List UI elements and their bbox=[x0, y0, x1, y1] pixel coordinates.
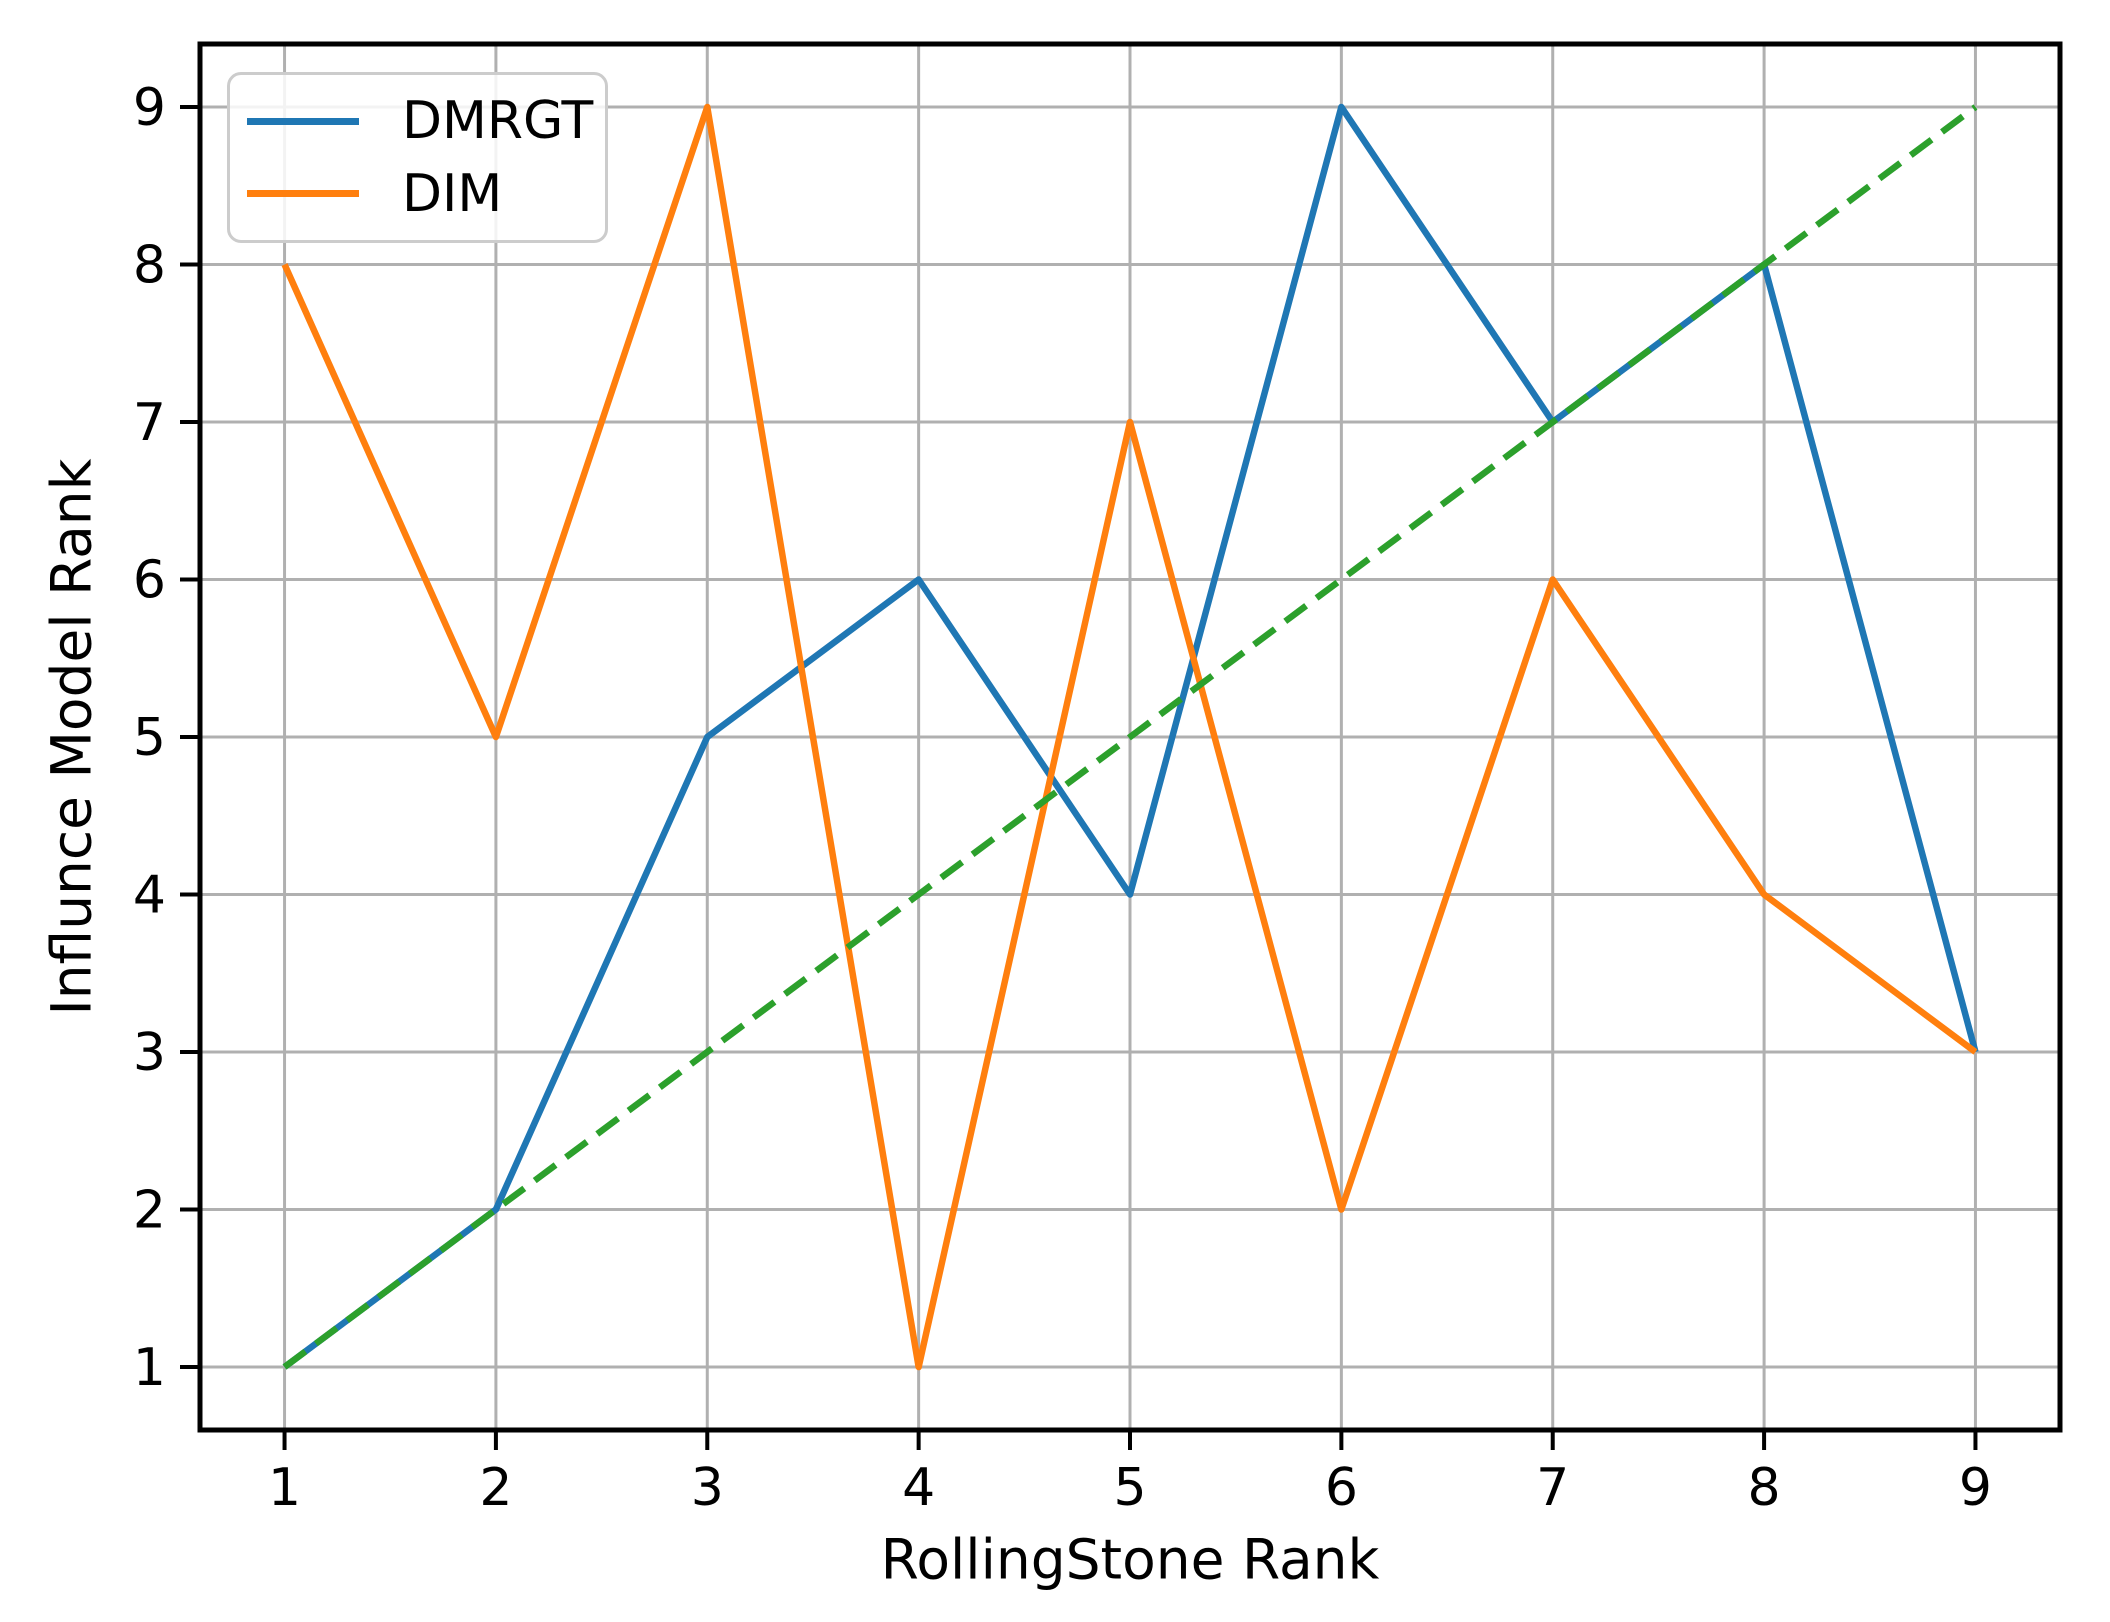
y-tick-label: 7 bbox=[133, 393, 166, 453]
x-tick-label: 7 bbox=[1536, 1458, 1569, 1518]
x-tick-label: 6 bbox=[1325, 1458, 1358, 1518]
y-tick-label: 8 bbox=[133, 236, 166, 296]
y-tick-label: 4 bbox=[133, 866, 166, 926]
y-tick-label: 6 bbox=[133, 551, 166, 611]
legend-line-sample-dmrgt bbox=[247, 117, 359, 125]
y-axis-label: Influnce Model Rank bbox=[39, 458, 104, 1016]
legend-label-dmrgt: DMRGT bbox=[402, 91, 594, 152]
x-tick-label: 4 bbox=[902, 1458, 935, 1518]
reference-line-diagonal-y-equals-x bbox=[282, 104, 1978, 1370]
y-tick-label: 3 bbox=[133, 1023, 166, 1083]
x-tick-label: 1 bbox=[268, 1458, 301, 1518]
legend-item-dim: DIM bbox=[230, 168, 605, 220]
y-tick-label: 1 bbox=[133, 1338, 166, 1398]
y-tick-label: 9 bbox=[133, 78, 166, 138]
legend: DMRGT DIM bbox=[227, 72, 608, 243]
x-tick-label: 2 bbox=[479, 1458, 512, 1518]
x-tick-label: 3 bbox=[691, 1458, 724, 1518]
y-tick-label: 2 bbox=[133, 1181, 166, 1241]
plot-border bbox=[197, 41, 2063, 1433]
legend-item-dmrgt: DMRGT bbox=[230, 95, 605, 147]
legend-line-sample-dim bbox=[247, 190, 359, 198]
x-axis-label: RollingStone Rank bbox=[880, 1527, 1380, 1592]
x-tick-label: 9 bbox=[1959, 1458, 1992, 1518]
x-tick-label: 5 bbox=[1113, 1458, 1146, 1518]
legend-label-dim: DIM bbox=[402, 163, 503, 224]
x-tick-label: 8 bbox=[1748, 1458, 1781, 1518]
series-line-dim bbox=[281, 103, 1978, 1371]
y-tick-label: 5 bbox=[133, 708, 166, 768]
